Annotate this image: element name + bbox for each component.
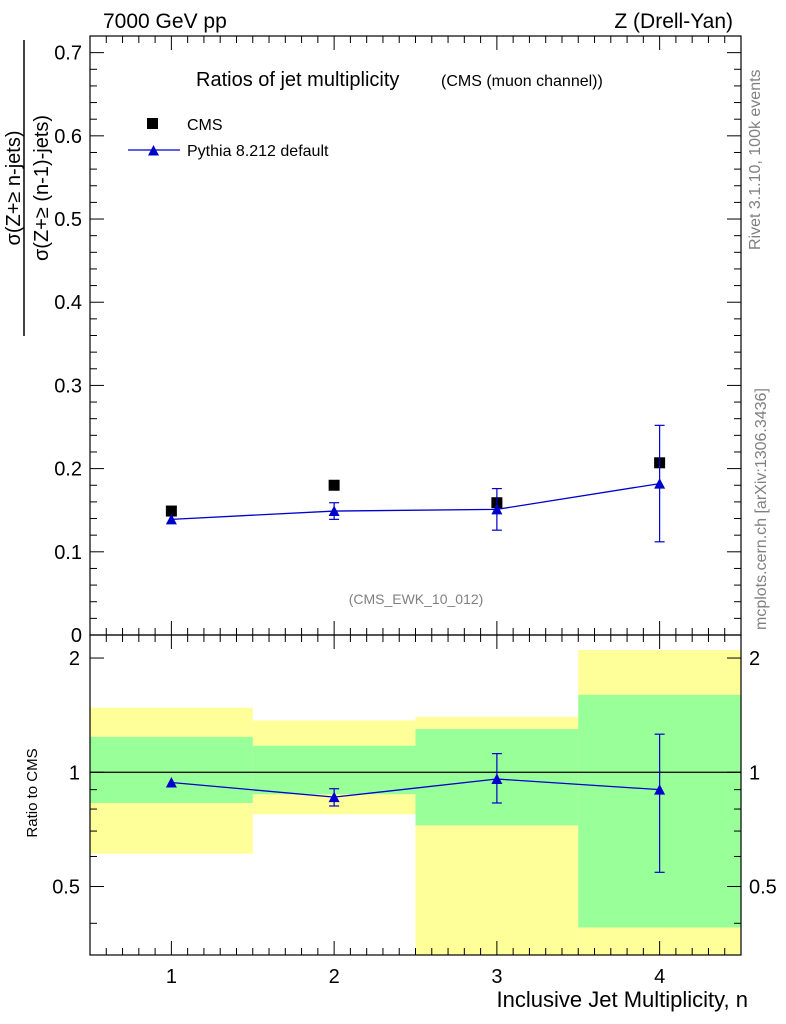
header-process-label: Z (Drell-Yan) xyxy=(614,10,733,33)
y-tick-label: 0.2 xyxy=(54,459,82,481)
legend-pythia-marker xyxy=(148,145,159,156)
y-tick-label: 0.4 xyxy=(54,292,82,314)
pythia-data-point xyxy=(654,478,666,489)
ratio-data-point xyxy=(491,773,503,785)
pythia-data-point xyxy=(165,513,177,525)
x-tick-label: 1 xyxy=(166,966,177,988)
y-tick-label: 0.1 xyxy=(54,542,82,564)
header-energy-label: 7000 GeV pp xyxy=(103,10,227,33)
ratio-data-point xyxy=(654,784,666,795)
legend-cms-label: CMS xyxy=(187,117,223,134)
ratio-data-point xyxy=(165,776,177,788)
ratio-data-point xyxy=(328,791,340,803)
y-label-numerator: σ(Z+≥ n-jets) xyxy=(3,131,25,246)
uncertainty-band-inner xyxy=(252,745,416,795)
plot-title: Ratios of jet multiplicity (CMS (muon ch… xyxy=(196,69,603,91)
ratio-y-axis-label: Ratio to CMS xyxy=(24,748,41,837)
plot-title-main: Ratios of jet multiplicity xyxy=(196,69,399,91)
y-tick-label: 0.7 xyxy=(54,43,82,65)
cms-data-point xyxy=(328,479,340,491)
mcplots-label: mcplots.cern.ch [arXiv:1306.3436] xyxy=(753,388,770,630)
x-tick-label: 3 xyxy=(491,966,502,988)
y-label-denominator: σ(Z+≥ (n-1)-jets) xyxy=(31,115,53,261)
ratio-y-tick-label-right: 2 xyxy=(749,648,760,670)
ratio-y-tick-label: 1 xyxy=(69,762,80,784)
analysis-watermark: (CMS_EWK_10_012) xyxy=(349,591,484,607)
legend: CMS Pythia 8.212 default xyxy=(128,117,329,160)
ratio-plot: 0.5 0.5 1 1 2 2 1 2 3 4 xyxy=(52,634,777,988)
cms-data-point xyxy=(165,505,177,517)
x-tick-label: 2 xyxy=(329,966,340,988)
ratio-y-tick-label-right: 0.5 xyxy=(749,877,777,899)
ratio-y-tick-label-right: 1 xyxy=(749,762,760,784)
pythia-series-line xyxy=(171,482,660,521)
uncertainty-band-inner xyxy=(90,736,253,803)
legend-cms-marker xyxy=(147,118,158,129)
ratio-series-line xyxy=(171,778,660,798)
rivet-version-label: Rivet 3.1.10, 100k events xyxy=(747,69,764,250)
ratio-y-tick-label: 0.5 xyxy=(52,877,80,899)
plot-title-sub: (CMS (muon channel)) xyxy=(441,73,603,90)
ratio-plot-frame xyxy=(89,634,742,956)
y-tick-label: 0.6 xyxy=(54,126,82,148)
pythia-data-point xyxy=(491,503,503,515)
ratio-y-tick-label: 2 xyxy=(69,648,80,670)
pythia-data-point xyxy=(328,505,340,517)
y-tick-label: 0 xyxy=(71,625,82,647)
x-axis-label: Inclusive Jet Multiplicity, n xyxy=(497,987,748,1012)
legend-pythia-label: Pythia 8.212 default xyxy=(187,143,329,160)
x-tick-label: 4 xyxy=(654,966,665,988)
y-tick-label: 0.5 xyxy=(54,209,82,231)
y-tick-label: 0.3 xyxy=(54,375,82,397)
main-y-axis-label: σ(Z+≥ n-jets) σ(Z+≥ (n-1)-jets) xyxy=(3,40,53,336)
